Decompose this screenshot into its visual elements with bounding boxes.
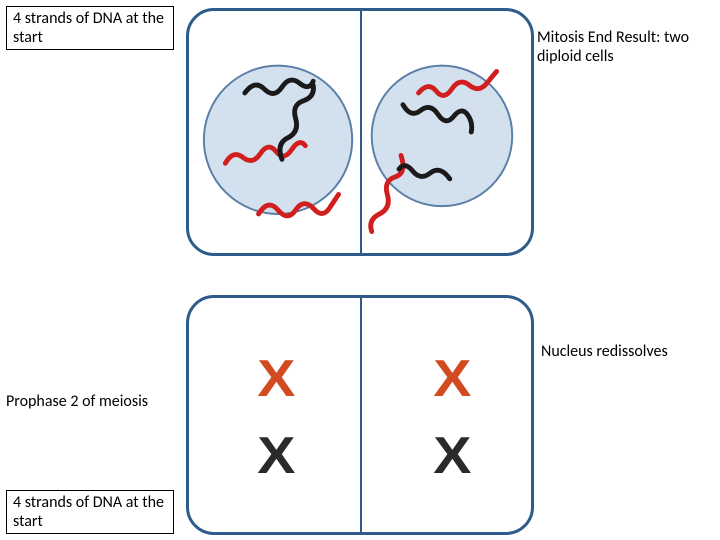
label-text: Prophase 2 of meiosis <box>6 392 148 411</box>
chromosome-icon: X <box>433 353 471 405</box>
label-dna-strands-top: 4 strands of DNA at the start <box>6 6 174 50</box>
mitosis-cell-pair <box>186 8 534 256</box>
label-dna-strands-bottom: 4 strands of DNA at the start <box>6 490 174 534</box>
chromosome-icon: X <box>257 353 295 405</box>
label-prophase-2: Prophase 2 of meiosis <box>6 392 216 411</box>
label-text: 4 strands of DNA at the start <box>13 493 164 531</box>
label-mitosis-result: Mitosis End Result: two diploid cells <box>537 28 717 66</box>
label-text: 4 strands of DNA at the start <box>13 9 164 47</box>
label-text: Mitosis End Result: two diploid cells <box>537 28 689 66</box>
chromosome-container: XXXX <box>189 298 531 532</box>
mitosis-diagram-svg <box>189 11 531 253</box>
nucleus-circle <box>204 66 352 214</box>
chromosome-icon: X <box>433 430 471 482</box>
label-text: Nucleus redissolves <box>541 342 668 361</box>
meiosis-cell-pair: XXXX <box>186 295 534 535</box>
nucleus-circle <box>372 66 513 207</box>
chromosome-icon: X <box>257 430 295 482</box>
label-nucleus-redissolves: Nucleus redissolves <box>541 342 711 361</box>
